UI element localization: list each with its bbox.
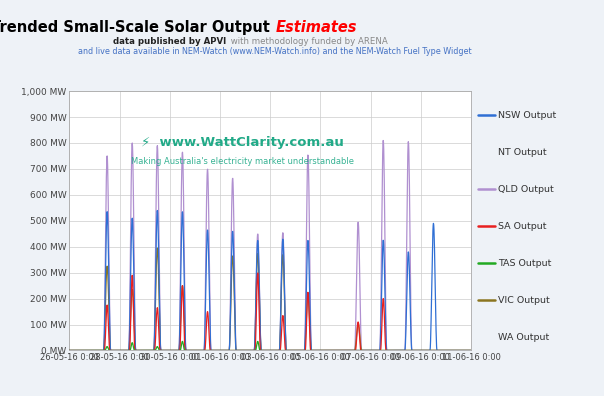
Text: with methodology funded by ARENA: with methodology funded by ARENA bbox=[228, 37, 387, 46]
Text: NT Output: NT Output bbox=[498, 148, 547, 157]
Text: QLD Output: QLD Output bbox=[498, 185, 554, 194]
Text: and live data available in NEM-Watch (www.NEM-Watch.info) and the NEM-Watch Fuel: and live data available in NEM-Watch (ww… bbox=[78, 47, 472, 56]
Text: NSW Output: NSW Output bbox=[498, 110, 556, 120]
Text: SA Output: SA Output bbox=[498, 222, 547, 231]
Text: ⚡  www.WattClarity.com.au: ⚡ www.WattClarity.com.au bbox=[141, 137, 344, 149]
Text: Trended Small-Scale Solar Output: Trended Small-Scale Solar Output bbox=[0, 20, 275, 35]
Text: WA Output: WA Output bbox=[498, 333, 550, 342]
Text: TAS Output: TAS Output bbox=[498, 259, 551, 268]
Text: Making Australia's electricity market understandable: Making Australia's electricity market un… bbox=[130, 156, 354, 166]
Text: VIC Output: VIC Output bbox=[498, 296, 550, 305]
Text: Estimates: Estimates bbox=[276, 20, 358, 35]
Text: data published by APVI: data published by APVI bbox=[114, 37, 226, 46]
